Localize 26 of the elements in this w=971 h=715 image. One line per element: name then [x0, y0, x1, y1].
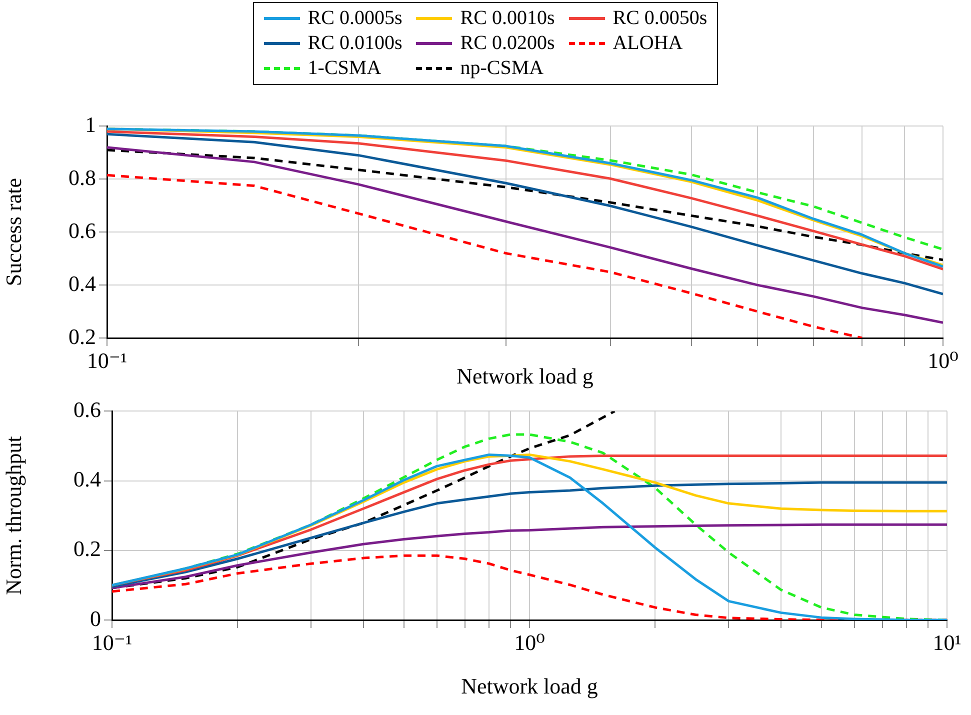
legend-label: ALOHA	[612, 32, 683, 55]
y-tick-label: 0.2	[68, 324, 96, 349]
x-tick-label: 10⁰	[928, 348, 959, 373]
y-tick-label: 0.6	[74, 396, 101, 422]
legend-label: RC 0.0100s	[308, 32, 402, 55]
legend-label: RC 0.0010s	[460, 7, 555, 30]
legend-label: RC 0.0050s	[612, 7, 708, 30]
x-tick-label: 10¹	[932, 630, 962, 655]
y-axis-title: Success rate	[0, 178, 26, 286]
x-axis-title: Network load g	[461, 674, 598, 699]
legend-label: np-CSMA	[460, 57, 544, 80]
x-tick-label: 10⁻¹	[86, 348, 128, 373]
y-tick-label: 0.8	[68, 164, 96, 190]
y-tick-label: 0.6	[68, 218, 96, 243]
y-tick-label: 0.2	[74, 536, 101, 562]
y-axis-title: Norm. throughput	[0, 436, 26, 596]
y-tick-label: 1	[85, 112, 96, 137]
legend-label: RC 0.0005s	[308, 7, 402, 30]
x-tick-label: 10⁻¹	[92, 630, 132, 655]
y-tick-label: 0	[90, 606, 101, 631]
legend-label: RC 0.0200s	[460, 32, 555, 55]
x-axis-title: Network load g	[456, 364, 594, 389]
x-tick-label: 10⁰	[514, 630, 546, 655]
y-tick-label: 0.4	[68, 270, 96, 296]
y-tick-label: 0.4	[74, 466, 101, 492]
legend-label: 1-CSMA	[308, 57, 382, 80]
